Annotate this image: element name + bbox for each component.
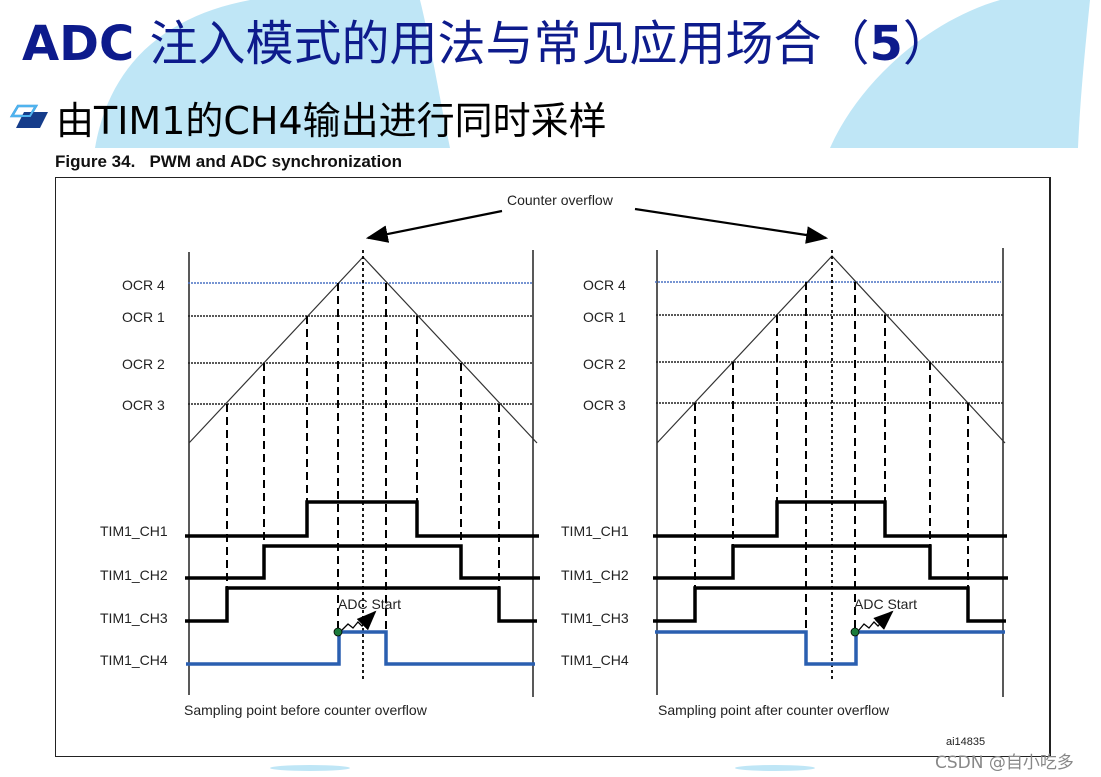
watermark: CSDN @自小吃多: [935, 753, 1074, 773]
svg-text:TIM1_CH4: TIM1_CH4: [100, 652, 168, 668]
svg-text:OCR 4: OCR 4: [122, 277, 165, 293]
ch1-waveform-left: [185, 500, 539, 538]
figure-id: ai14835: [946, 736, 986, 748]
title-number: 5: [869, 16, 903, 72]
svg-text:OCR 1: OCR 1: [122, 309, 165, 325]
svg-text:TIM1_CH2: TIM1_CH2: [100, 567, 168, 583]
svg-text:TIM1_CH4: TIM1_CH4: [561, 652, 629, 668]
ch2-waveform-right: [653, 544, 1008, 580]
left-panel-caption: Sampling point before counter overflow: [184, 702, 428, 718]
square-bullet-icon: [9, 104, 48, 128]
bullet-item: 由TIM1的CH4输出进行同时采样: [8, 92, 607, 143]
figure-caption: Figure 34. PWM and ADC synchronization: [55, 152, 402, 171]
ch1-waveform-right: [653, 500, 1007, 538]
left-panel: OCR 4 OCR 1 OCR 2 OCR 3 TIM1_CH1 TIM1_CH…: [100, 250, 540, 718]
ch4-waveform-right: [655, 630, 1005, 666]
svg-text:OCR 2: OCR 2: [583, 356, 626, 372]
ch4-waveform-left: [186, 630, 535, 666]
title-adc: ADC: [22, 16, 135, 72]
svg-text:OCR 3: OCR 3: [583, 397, 626, 413]
subtitle-text: 由TIM1的CH4输出进行同时采样: [56, 98, 607, 143]
adc-trigger-point-right: [850, 627, 860, 637]
right-panel: OCR 4 OCR 1 OCR 2 OCR 3 TIM1_CH1 TIM1_CH…: [561, 248, 1008, 718]
title-text: 注入模式的用法与常见应用场合（: [134, 16, 870, 72]
svg-text:OCR 3: OCR 3: [122, 397, 165, 413]
overflow-arrow-right: [634, 207, 829, 244]
adc-trigger-point-left: [333, 627, 343, 637]
svg-text:TIM1_CH2: TIM1_CH2: [561, 567, 629, 583]
counter-overflow-label: Counter overflow: [507, 192, 614, 208]
svg-text:TIM1_CH3: TIM1_CH3: [100, 610, 168, 626]
svg-text:TIM1_CH1: TIM1_CH1: [100, 523, 168, 539]
svg-text:OCR 4: OCR 4: [583, 277, 626, 293]
adc-start-label-right: ADC Start: [854, 596, 917, 612]
ch3-waveform-left: [185, 586, 537, 623]
figure-frame: [55, 177, 1051, 757]
svg-text:TIM1_CH3: TIM1_CH3: [561, 610, 629, 626]
title-close: ）: [902, 16, 951, 72]
right-panel-caption: Sampling point after counter overflow: [658, 702, 890, 718]
overflow-arrow-left: [365, 209, 503, 243]
slide-title: ADC 注入模式的用法与常见应用场合（5）: [22, 4, 951, 74]
adc-start-label-left: ADC Start: [338, 596, 401, 612]
svg-text:OCR 1: OCR 1: [583, 309, 626, 325]
svg-text:TIM1_CH1: TIM1_CH1: [561, 523, 629, 539]
ch2-waveform-left: [185, 544, 540, 580]
svg-text:OCR 2: OCR 2: [122, 356, 165, 372]
ch3-waveform-right: [653, 586, 1006, 623]
